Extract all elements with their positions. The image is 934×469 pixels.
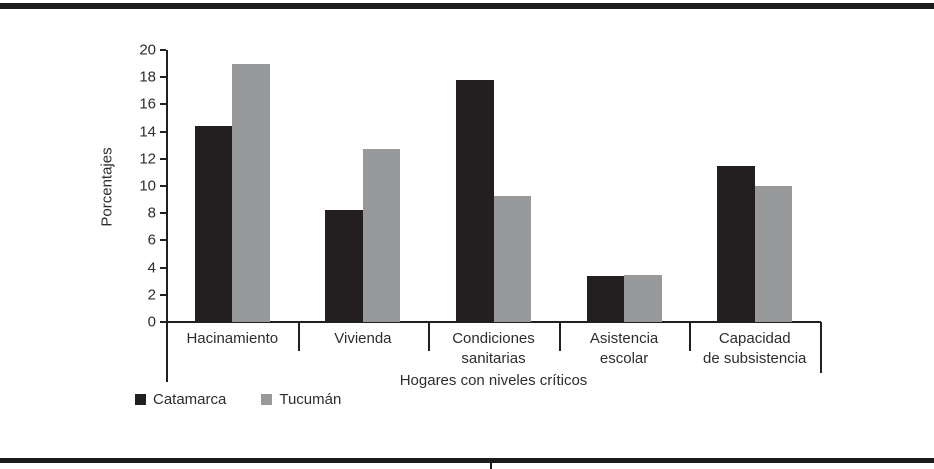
y-tick-label: 12 bbox=[139, 150, 156, 168]
y-tick-label: 10 bbox=[139, 177, 156, 195]
bar-catamarca-capacidad-de-subsistencia bbox=[717, 165, 755, 322]
y-tick-label: 2 bbox=[147, 286, 156, 304]
y-tick-label: 14 bbox=[139, 123, 156, 141]
bottom-rule bbox=[0, 458, 934, 463]
y-axis-line bbox=[166, 50, 168, 382]
y-tick-label: 18 bbox=[139, 68, 156, 86]
category-label-capacidad-de-subsistencia: Capacidad de subsistencia bbox=[702, 330, 807, 367]
category-label-vivienda: Vivienda bbox=[334, 330, 392, 347]
y-tick-label: 8 bbox=[147, 204, 156, 222]
bar-tucuman-hacinamiento bbox=[232, 63, 270, 322]
category-separator-tick bbox=[297, 322, 300, 351]
legend-swatch-tucuman bbox=[261, 394, 273, 405]
category-label-hacinamiento: Hacinamiento bbox=[186, 330, 279, 347]
legend: Catamarca Tucumán bbox=[135, 391, 341, 408]
legend-label-tucuman: Tucumán bbox=[279, 391, 342, 408]
bar-tucuman-asistencia-escolar bbox=[624, 275, 662, 322]
y-tick-label: 4 bbox=[147, 259, 156, 277]
y-tick-mark bbox=[160, 212, 166, 215]
y-tick-label: 0 bbox=[147, 313, 156, 331]
bar-tucuman-vivienda bbox=[362, 149, 401, 322]
category-axis-end-tick bbox=[820, 322, 822, 373]
legend-label-catamarca: Catamarca bbox=[153, 391, 227, 408]
y-tick-mark bbox=[160, 103, 166, 106]
legend-item-tucuman: Tucumán bbox=[261, 391, 341, 408]
bar-tucuman-capacidad-de-subsistencia bbox=[754, 186, 793, 322]
y-tick-mark bbox=[160, 185, 166, 187]
y-tick-mark bbox=[160, 130, 166, 133]
bar-catamarca-hacinamiento bbox=[194, 126, 233, 322]
y-tick-mark bbox=[160, 49, 166, 51]
y-tick-mark bbox=[160, 321, 166, 323]
category-label-condiciones-sanitarias: Condiciones sanitarias bbox=[452, 330, 535, 367]
x-axis-title: Hogares con niveles críticos bbox=[399, 372, 588, 389]
bar-catamarca-condiciones-sanitarias bbox=[456, 79, 494, 322]
y-tick-mark bbox=[160, 157, 166, 160]
y-tick-label: 16 bbox=[139, 95, 156, 113]
category-label-asistencia-escolar: Asistencia escolar bbox=[589, 330, 659, 367]
category-separator-tick bbox=[558, 322, 561, 351]
y-tick-mark bbox=[160, 239, 166, 242]
top-rule bbox=[0, 3, 934, 9]
bar-tucuman-condiciones-sanitarias bbox=[493, 195, 531, 322]
legend-swatch-catamarca bbox=[135, 394, 146, 405]
footer-center-tick bbox=[490, 463, 492, 469]
bar-catamarca-asistencia-escolar bbox=[586, 275, 625, 322]
legend-item-catamarca: Catamarca bbox=[135, 391, 226, 408]
y-tick-mark bbox=[160, 293, 166, 296]
x-axis-line bbox=[166, 321, 821, 323]
y-tick-label: 6 bbox=[147, 231, 156, 249]
y-tick-mark bbox=[160, 76, 166, 79]
bar-catamarca-vivienda bbox=[325, 210, 363, 322]
y-tick-label: 20 bbox=[139, 41, 156, 59]
category-separator-tick bbox=[689, 322, 692, 351]
category-separator-tick bbox=[428, 322, 431, 351]
y-tick-mark bbox=[160, 266, 166, 269]
